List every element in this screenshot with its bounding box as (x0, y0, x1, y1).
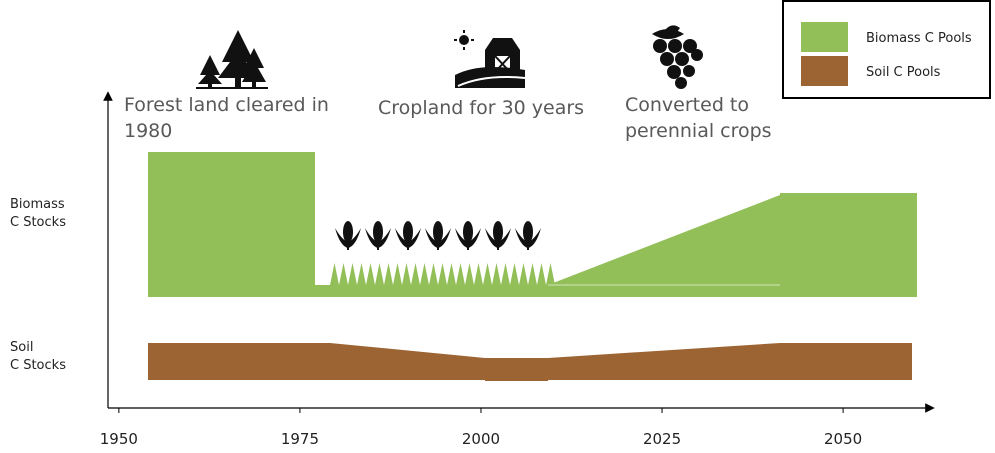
y-label-line: Soil (10, 340, 34, 355)
x-tick-label: 1975 (281, 430, 319, 448)
x-tick-label: 2000 (462, 430, 500, 448)
y-label: Soil C Stocks (10, 339, 66, 375)
legend-label: Biomass C Pools (866, 31, 972, 46)
forest-icon (196, 30, 268, 89)
legend-swatch (801, 22, 848, 52)
soil-pool (148, 343, 912, 381)
corn-leaf (395, 228, 421, 248)
annotation: Cropland for 30 years (378, 95, 584, 121)
y-label-line: C Stocks (10, 358, 66, 373)
corn-cob (373, 221, 383, 243)
y-label-line: Biomass (10, 197, 65, 212)
corn-cob (493, 221, 503, 243)
corn-cob (343, 221, 353, 243)
corn-icons (335, 221, 541, 250)
x-tick-label: 1950 (100, 430, 138, 448)
y-label-line: C Stocks (10, 215, 66, 230)
corn-cob (403, 221, 413, 243)
y-label: Biomass C Stocks (10, 196, 66, 232)
corn-leaf (335, 228, 361, 248)
corn-leaf (515, 228, 541, 248)
legend-label: Soil C Pools (866, 65, 941, 80)
biomass-pool (148, 152, 917, 297)
corn-cob (433, 221, 443, 243)
annotation: Forest land cleared in 1980 (124, 92, 329, 144)
farm-icon (454, 30, 526, 88)
legend-swatch (801, 56, 848, 86)
corn-leaf (365, 228, 391, 248)
annotation-line: Cropland for 30 years (378, 97, 585, 119)
annotation-line: Forest land cleared in (124, 94, 329, 116)
corn-leaf (485, 228, 511, 248)
annotation: Converted to perennial crops (625, 92, 772, 144)
annotation-line: Converted to (625, 94, 749, 116)
x-tick-label: 2025 (643, 430, 681, 448)
annotation-line: 1980 (124, 120, 173, 142)
annotation-line: perennial crops (625, 120, 772, 142)
corn-leaf (455, 228, 481, 248)
grape-icon (652, 25, 703, 89)
x-tick-label: 2050 (824, 430, 862, 448)
corn-cob (463, 221, 473, 243)
corn-leaf (425, 228, 451, 248)
corn-cob (523, 221, 533, 243)
